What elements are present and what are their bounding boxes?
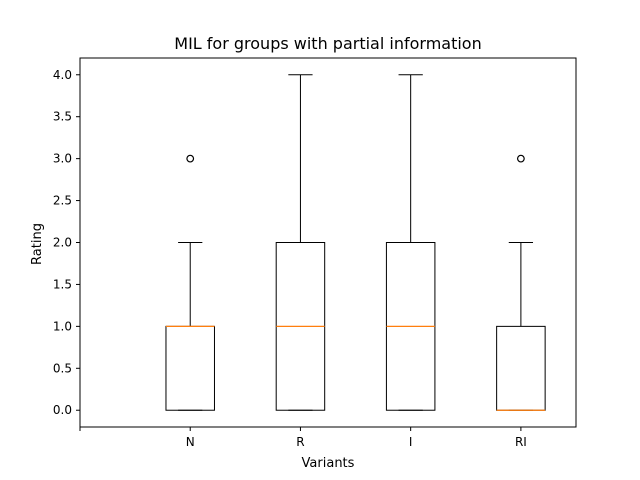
y-tick-label: 3.0: [53, 152, 72, 166]
plot-area: 0.00.51.01.52.02.53.03.54.0N R I RI: [53, 57, 577, 449]
box-group-i: [385, 74, 436, 411]
x-tick-label: I: [409, 435, 413, 449]
chart-title: MIL for groups with partial information: [174, 34, 481, 53]
box-group-ri: [496, 154, 546, 411]
y-tick-label: 3.5: [53, 110, 72, 124]
box-group-r: [275, 74, 326, 411]
y-axis-label: Rating: [30, 223, 45, 265]
x-tick-label: N: [186, 435, 195, 449]
y-tick-label: 2.5: [53, 194, 72, 208]
y-tick-label: 1.5: [53, 277, 72, 291]
x-tick-label: R: [296, 435, 304, 449]
y-tick-label: 0.0: [53, 403, 72, 417]
y-tick-label: 1.0: [53, 319, 72, 333]
y-tick-label: 0.5: [53, 361, 72, 375]
y-tick-label: 4.0: [53, 68, 72, 82]
outlier-point: [516, 154, 525, 163]
x-axis-label: Variants: [302, 456, 355, 471]
y-tick-label: 2.0: [53, 236, 72, 250]
box-group-n: [165, 154, 215, 411]
x-tick-label: RI: [515, 435, 527, 449]
outlier-point: [186, 154, 195, 163]
